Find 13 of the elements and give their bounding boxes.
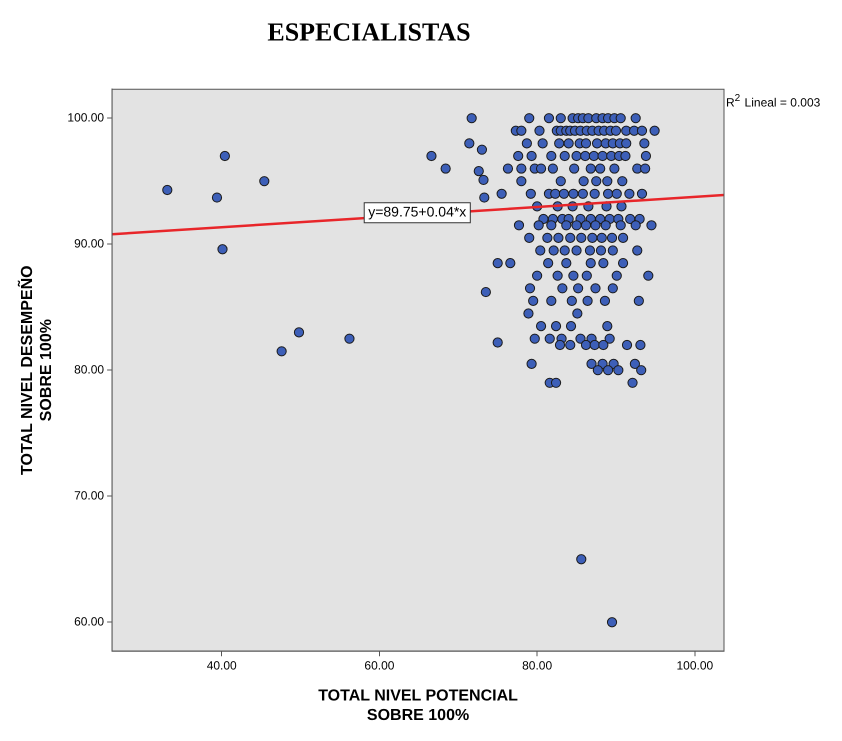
x-tick-label: 80.00 <box>522 658 552 673</box>
chart-title: ESPECIALISTAS <box>267 17 471 46</box>
y-tick-label: 70.00 <box>74 488 104 503</box>
y-axis-title: TOTAL NIVEL DESEMPEÑO SOBRE 100% <box>17 265 56 475</box>
y-tick-label: 80.00 <box>74 362 104 377</box>
y-tick-label: 60.00 <box>74 614 104 629</box>
y-tick-label: 90.00 <box>74 236 104 251</box>
x-tick-label: 40.00 <box>206 658 238 673</box>
x-axis-title: TOTAL NIVEL POTENCIAL SOBRE 100% <box>318 688 518 724</box>
x-tick-label: 100.00 <box>676 658 714 673</box>
y-tick-label: 100.00 <box>67 110 104 124</box>
annotation: y=89.75+0.04*x <box>368 204 466 220</box>
x-tick-label: 60.00 <box>364 658 395 673</box>
